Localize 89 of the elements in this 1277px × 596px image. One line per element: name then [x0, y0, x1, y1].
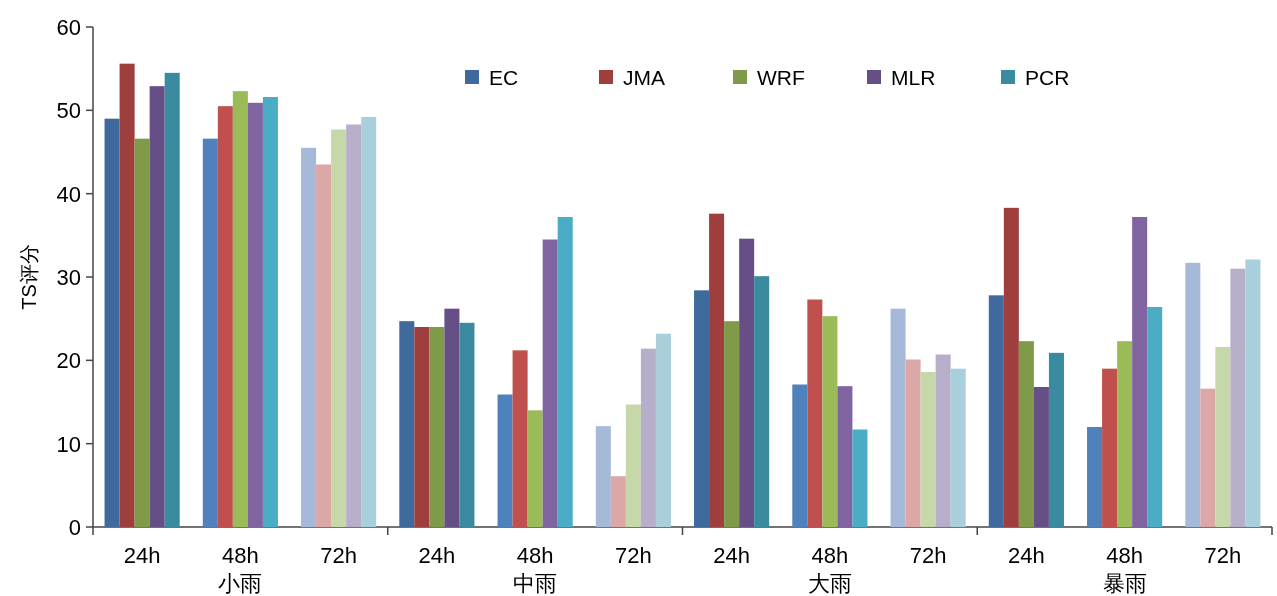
- y-tick-label: 60: [56, 15, 81, 40]
- bar: [361, 117, 377, 527]
- y-tick-label: 20: [56, 348, 81, 374]
- bar: [1132, 217, 1148, 527]
- bar: [444, 308, 460, 527]
- bar: [1245, 259, 1261, 527]
- bar: [429, 327, 445, 527]
- bar: [399, 321, 415, 527]
- bar: [694, 290, 710, 527]
- bar: [724, 321, 740, 527]
- legend-label: EC: [489, 66, 519, 89]
- bar: [414, 327, 430, 527]
- bar: [610, 476, 626, 527]
- bar: [557, 217, 573, 527]
- x-tick-label: 72h: [615, 543, 652, 568]
- x-tick-label: 24h: [123, 543, 161, 568]
- bar: [1048, 352, 1064, 527]
- legend-label: JMA: [623, 66, 665, 89]
- bar: [935, 354, 951, 527]
- text: 大雨: [807, 571, 852, 596]
- bar: [1185, 262, 1201, 527]
- y-axis-title: TS评分: [18, 244, 40, 310]
- x-tick-label: 72h: [909, 543, 947, 568]
- x-tick-label: 72h: [320, 543, 357, 568]
- bar: [331, 129, 347, 527]
- bar: [950, 368, 966, 527]
- bar: [527, 410, 543, 527]
- bar: [1117, 341, 1133, 527]
- bar: [119, 63, 135, 527]
- x-tick-label: 48h: [516, 543, 554, 568]
- text: 暴雨: [1102, 571, 1147, 596]
- bar: [595, 426, 611, 527]
- bar: [890, 308, 906, 527]
- bar: [739, 238, 755, 527]
- bar: [262, 97, 278, 527]
- bar: [1102, 368, 1118, 527]
- bar: [988, 295, 1004, 527]
- bar: [920, 372, 936, 527]
- text: 中雨: [513, 571, 558, 596]
- bar: [316, 164, 332, 527]
- bar: [232, 91, 248, 527]
- text: 小雨: [218, 571, 263, 596]
- bar: [512, 350, 528, 527]
- y-tick-label: 30: [56, 265, 81, 290]
- bar: [655, 333, 671, 527]
- bar: [640, 348, 656, 527]
- legend-label: MLR: [891, 66, 936, 89]
- bar: [301, 147, 317, 527]
- bar: [822, 316, 838, 527]
- bar: [217, 106, 233, 527]
- bar: [1018, 341, 1034, 527]
- x-tick-label: 48h: [222, 543, 259, 568]
- bar: [202, 138, 218, 527]
- legend-label: PCR: [1025, 66, 1070, 89]
- bar: [1200, 388, 1216, 527]
- bar: [852, 429, 868, 527]
- bar: [1033, 387, 1049, 527]
- bar: [164, 72, 180, 527]
- bar: [134, 138, 150, 527]
- y-tick-label: 0: [68, 515, 81, 540]
- bar: [754, 276, 770, 527]
- bar: [247, 102, 263, 527]
- x-tick-label: 72h: [1204, 543, 1242, 568]
- bar: [1147, 307, 1163, 527]
- x-tick-label: 24h: [1008, 543, 1045, 568]
- bar: [792, 384, 808, 527]
- bar: [459, 322, 475, 527]
- y-tick-label: 10: [56, 431, 81, 457]
- legend-label: WRF: [757, 66, 805, 89]
- bar: [1215, 347, 1231, 527]
- bar: [905, 359, 921, 527]
- bar: [625, 404, 641, 527]
- bar: [807, 299, 823, 527]
- x-tick-label: 48h: [811, 543, 849, 568]
- bar: [346, 124, 362, 527]
- bar: [1087, 427, 1103, 527]
- y-tick-label: 40: [56, 181, 81, 207]
- bar: [542, 239, 558, 527]
- bar: [709, 213, 725, 527]
- bar: [1230, 268, 1246, 527]
- bar: [837, 386, 853, 527]
- x-tick-label: 24h: [713, 543, 750, 568]
- bar: [149, 86, 165, 527]
- bar: [104, 118, 120, 527]
- x-tick-label: 48h: [1106, 543, 1143, 568]
- bar: [1003, 207, 1019, 527]
- bar: [497, 394, 513, 527]
- y-tick-label: 50: [56, 98, 81, 124]
- x-tick-label: 24h: [418, 543, 456, 568]
